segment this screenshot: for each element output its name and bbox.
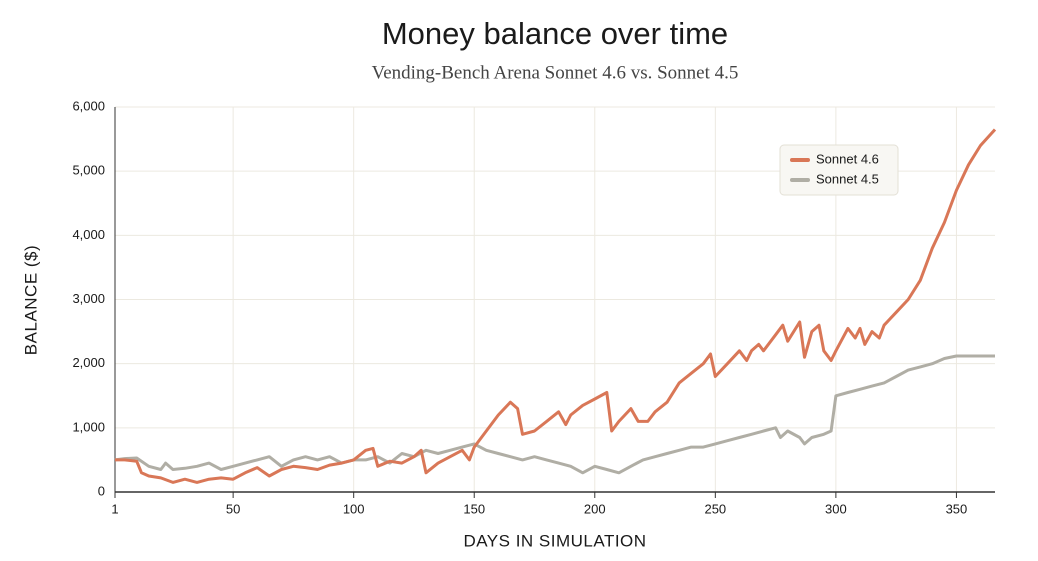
x-tick-label: 100	[343, 501, 365, 516]
plot-area	[114, 128, 997, 484]
y-tick-label: 5,000	[72, 163, 105, 178]
x-tick-label: 300	[825, 501, 847, 516]
x-tick-label: 150	[463, 501, 485, 516]
series-line	[115, 128, 997, 484]
y-tick-label: 1,000	[72, 419, 105, 434]
x-tick-label: 50	[226, 501, 240, 516]
chart-title: Money balance over time	[382, 16, 728, 51]
x-axis-label: DAYS IN SIMULATION	[463, 531, 646, 550]
x-tick-label: 250	[704, 501, 726, 516]
y-tick-label: 4,000	[72, 227, 105, 242]
x-tick-label: 350	[946, 501, 968, 516]
x-tick-label: 200	[584, 501, 606, 516]
y-axis-label: BALANCE ($)	[21, 245, 40, 355]
y-tick-label: 3,000	[72, 291, 105, 306]
legend-label: Sonnet 4.6	[816, 151, 879, 166]
x-tick-label: 1	[111, 501, 118, 516]
series-line	[114, 354, 995, 475]
y-tick-label: 2,000	[72, 355, 105, 370]
legend-box	[779, 144, 899, 196]
y-tick-label: 0	[98, 483, 105, 498]
y-tick-label: 6,000	[72, 98, 105, 113]
legend-label: Sonnet 4.5	[816, 171, 879, 186]
chart-subtitle: Vending-Bench Arena Sonnet 4.6 vs. Sonne…	[372, 62, 739, 83]
legend: Sonnet 4.6 Sonnet 4.5	[779, 144, 899, 196]
